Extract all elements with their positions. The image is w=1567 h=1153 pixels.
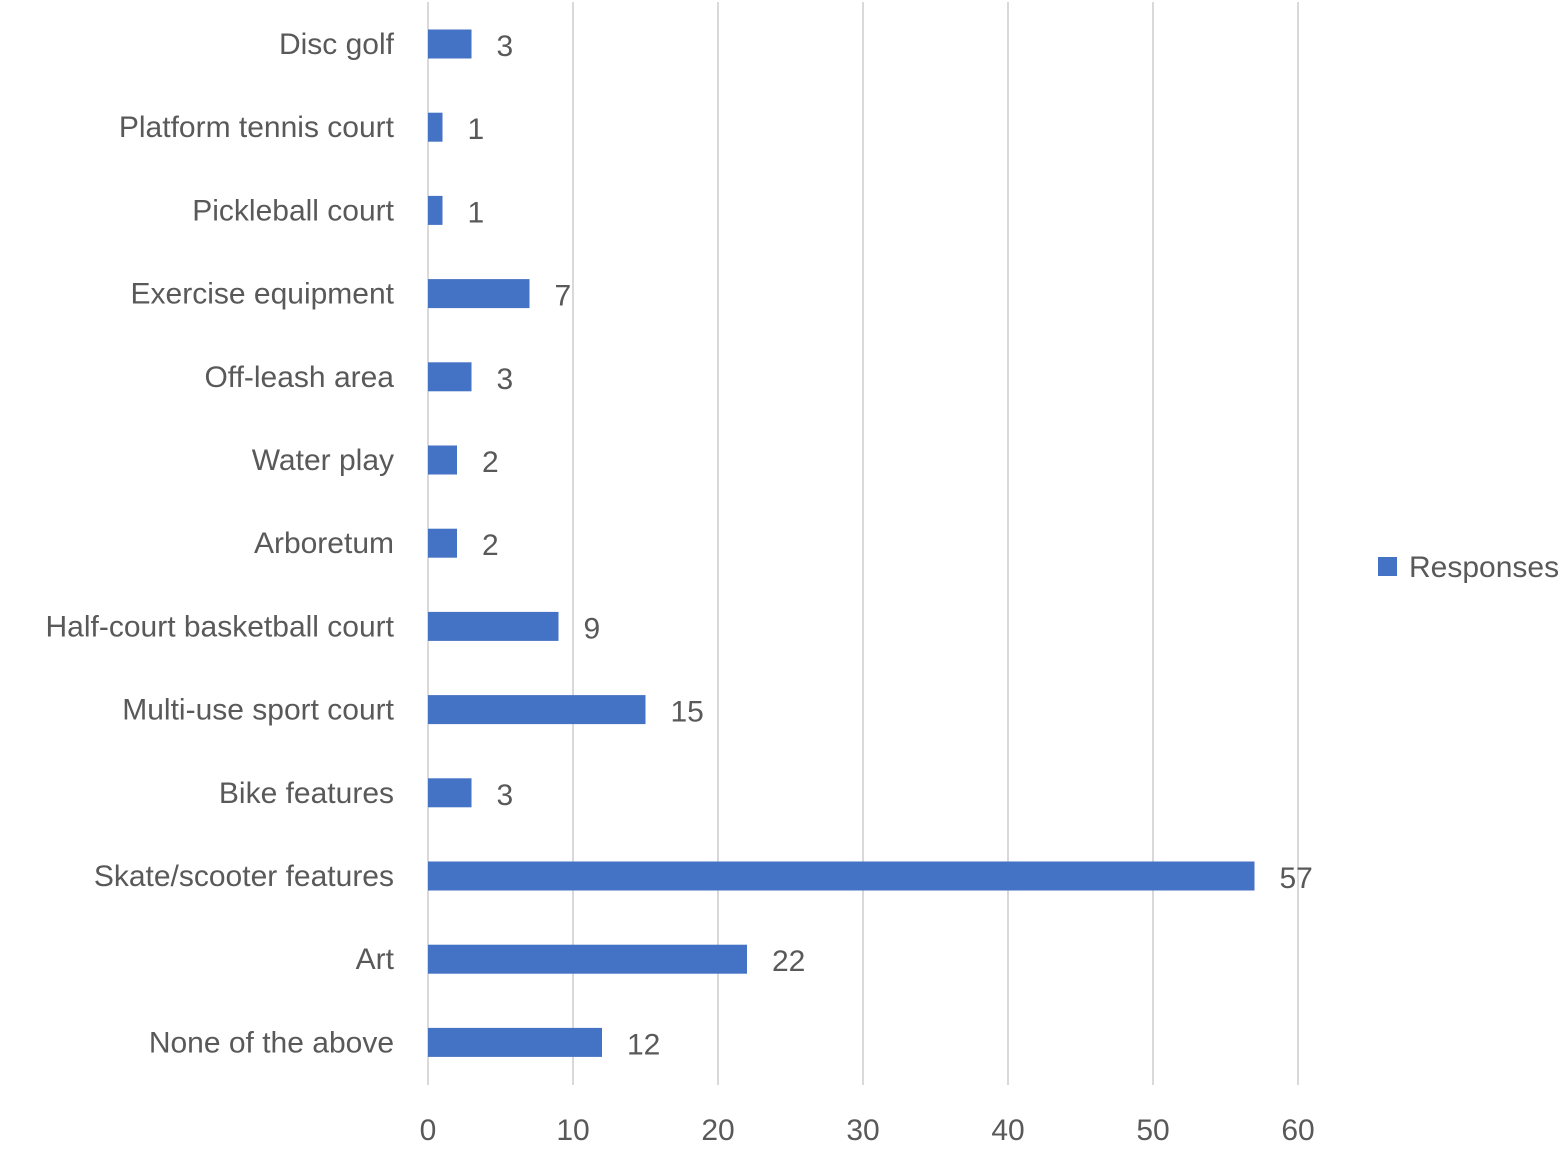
legend-label-responses: Responses — [1409, 551, 1559, 584]
category-label-bike-features: Bike features — [219, 777, 394, 810]
category-label-platform-tennis-court: Platform tennis court — [119, 111, 395, 144]
category-label-skate-scooter-features: Skate/scooter features — [94, 860, 394, 893]
bar-art — [428, 944, 747, 974]
bar-none-of-the-above — [428, 1027, 602, 1057]
category-label-arboretum: Arboretum — [254, 527, 394, 560]
category-label-pickleball-court: Pickleball court — [192, 194, 394, 227]
x-tick-label-50: 50 — [1136, 1114, 1169, 1147]
data-label-water-play: 2 — [482, 446, 499, 479]
category-label-none-of-the-above: None of the above — [149, 1026, 394, 1059]
data-label-skate-scooter-features: 57 — [1280, 862, 1313, 895]
data-label-bike-features: 3 — [497, 779, 514, 812]
bar-off-leash-area — [428, 362, 472, 392]
bars — [428, 29, 1255, 1057]
category-label-water-play: Water play — [252, 444, 394, 477]
legend: Responses — [1378, 551, 1559, 584]
bar-half-court-basketball-court — [428, 611, 559, 641]
category-label-off-leash-area: Off-leash area — [204, 361, 394, 394]
data-label-platform-tennis-court: 1 — [468, 113, 485, 146]
bar-skate-scooter-features — [428, 861, 1255, 891]
bar-pickleball-court — [428, 195, 443, 225]
data-label-multi-use-sport-court: 15 — [671, 696, 704, 729]
bar-water-play — [428, 445, 457, 475]
x-tick-label-10: 10 — [556, 1114, 589, 1147]
bar-disc-golf — [428, 29, 472, 59]
legend-swatch-responses — [1378, 557, 1397, 576]
x-tick-label-30: 30 — [846, 1114, 879, 1147]
x-axis-ticks: 0 10 20 30 40 50 60 — [420, 1114, 1315, 1147]
data-label-off-leash-area: 3 — [497, 363, 514, 396]
bar-bike-features — [428, 778, 472, 808]
data-label-disc-golf: 3 — [497, 30, 514, 63]
data-label-half-court-basketball-court: 9 — [584, 612, 601, 645]
data-label-art: 22 — [772, 945, 805, 978]
category-label-multi-use-sport-court: Multi-use sport court — [122, 694, 394, 727]
data-label-arboretum: 2 — [482, 529, 499, 562]
bar-platform-tennis-court — [428, 112, 443, 142]
category-labels: Disc golf Platform tennis court Pickleball… — [46, 28, 395, 1059]
x-tick-label-60: 60 — [1281, 1114, 1314, 1147]
gridlines — [427, 2, 1299, 1085]
bar-multi-use-sport-court — [428, 695, 646, 725]
category-label-art: Art — [356, 943, 395, 976]
x-tick-label-40: 40 — [991, 1114, 1024, 1147]
category-label-disc-golf: Disc golf — [279, 28, 395, 61]
data-label-pickleball-court: 1 — [468, 196, 485, 229]
bar-exercise-equipment — [428, 279, 530, 309]
x-tick-label-20: 20 — [701, 1114, 734, 1147]
x-tick-label-0: 0 — [420, 1114, 437, 1147]
data-label-none-of-the-above: 12 — [627, 1028, 660, 1061]
category-label-half-court-basketball-court: Half-court basketball court — [46, 610, 395, 643]
data-label-exercise-equipment: 7 — [555, 280, 572, 313]
bar-arboretum — [428, 528, 457, 558]
category-label-exercise-equipment: Exercise equipment — [131, 278, 395, 311]
